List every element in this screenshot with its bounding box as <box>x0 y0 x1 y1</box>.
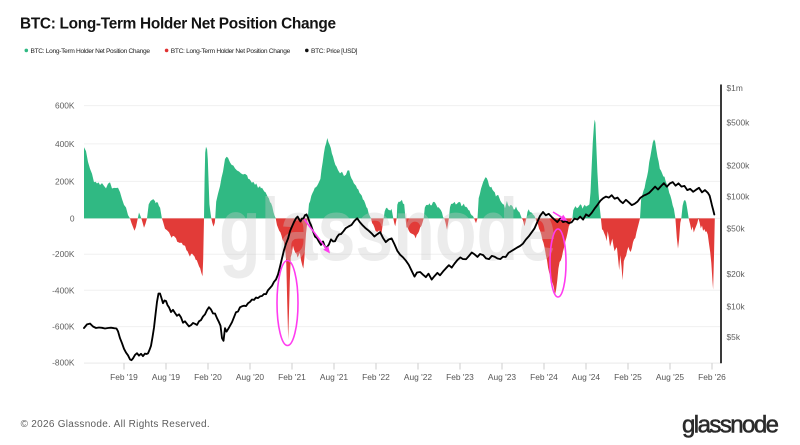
svg-text:Aug '22: Aug '22 <box>404 372 432 382</box>
svg-text:Aug '25: Aug '25 <box>656 372 684 382</box>
svg-text:BTC: Price [USD]: BTC: Price [USD] <box>311 48 358 55</box>
svg-text:BTC: Long-Term Holder Net Posi: BTC: Long-Term Holder Net Position Chang… <box>171 48 291 55</box>
svg-text:$50k: $50k <box>727 223 746 233</box>
svg-text:$20k: $20k <box>727 269 746 279</box>
svg-text:Feb '23: Feb '23 <box>446 372 474 382</box>
svg-text:Feb '20: Feb '20 <box>194 372 222 382</box>
svg-text:Aug '20: Aug '20 <box>236 372 264 382</box>
svg-text:glassnode: glassnode <box>219 180 556 279</box>
svg-text:Feb '24: Feb '24 <box>530 372 558 382</box>
svg-text:glassnode: glassnode <box>682 412 779 439</box>
svg-text:-400K: -400K <box>52 285 75 295</box>
svg-text:Aug '19: Aug '19 <box>152 372 180 382</box>
svg-text:$1m: $1m <box>727 83 743 93</box>
svg-text:$500k: $500k <box>727 117 751 127</box>
svg-text:-200K: -200K <box>52 249 75 259</box>
svg-text:Feb '22: Feb '22 <box>362 372 390 382</box>
svg-text:© 2026 Glassnode. All Rights R: © 2026 Glassnode. All Rights Reserved. <box>21 419 210 430</box>
svg-text:600K: 600K <box>55 101 75 111</box>
svg-text:BTC: Long-Term Holder Net Posi: BTC: Long-Term Holder Net Position Chang… <box>20 16 336 33</box>
svg-text:-800K: -800K <box>52 358 75 368</box>
svg-text:$200k: $200k <box>727 160 751 170</box>
svg-text:-600K: -600K <box>52 322 75 332</box>
svg-text:Feb '25: Feb '25 <box>614 372 642 382</box>
svg-text:200K: 200K <box>55 176 75 186</box>
svg-text:$10k: $10k <box>727 301 746 311</box>
svg-text:Aug '23: Aug '23 <box>488 372 516 382</box>
svg-text:BTC: Long-Term Holder Net Posi: BTC: Long-Term Holder Net Position Chang… <box>31 48 151 55</box>
svg-text:Aug '21: Aug '21 <box>320 372 348 382</box>
svg-text:Feb '26: Feb '26 <box>698 372 726 382</box>
svg-text:$100k: $100k <box>727 192 751 202</box>
svg-text:400K: 400K <box>55 139 75 149</box>
svg-text:Feb '21: Feb '21 <box>278 372 306 382</box>
svg-text:$5k: $5k <box>727 332 741 342</box>
svg-text:Feb '19: Feb '19 <box>110 372 138 382</box>
svg-text:0: 0 <box>70 213 75 223</box>
svg-text:Aug '24: Aug '24 <box>572 372 600 382</box>
